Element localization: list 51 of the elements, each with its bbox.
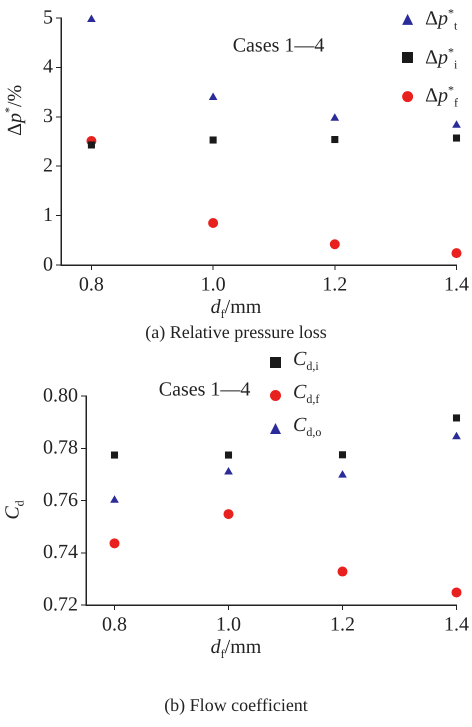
x-tick-label: 1.4 (444, 613, 469, 636)
y-tick-label: 5 (43, 6, 53, 28)
point (224, 467, 233, 475)
x-tick-label: 0.8 (102, 613, 127, 636)
point (87, 14, 96, 22)
x-tick-label: 0.8 (78, 273, 104, 296)
y-tick-label: 2 (43, 154, 53, 176)
point (452, 414, 460, 422)
point (338, 470, 347, 478)
point (208, 218, 218, 228)
text: (b) Flow coefficient (163, 695, 309, 716)
point (224, 509, 234, 520)
text: (a) Relative pressure loss (144, 322, 328, 343)
point (331, 136, 338, 144)
y-tick-label: 0 (43, 253, 53, 276)
x-tick-label: 1.0 (216, 613, 241, 636)
x-tick-label: 1.4 (444, 273, 469, 296)
point (110, 495, 119, 503)
x-axis-title: d$_{f}$/mm (210, 636, 262, 662)
point (110, 452, 118, 459)
y-tick-label: 0.74 (43, 541, 78, 563)
y-tick-label: 4 (43, 56, 53, 78)
point (452, 432, 461, 440)
annotation: Cases 1—4 (232, 34, 324, 56)
point (208, 92, 218, 100)
annotation: Cases 1—4 (158, 378, 250, 400)
y-tick-label: 1 (43, 204, 53, 226)
point (452, 587, 462, 598)
legend-label: C$_{d,f}$ (293, 381, 320, 406)
legend-label: C$_{d,o}$ (293, 414, 322, 439)
point (452, 134, 460, 142)
point (338, 451, 346, 458)
point (210, 136, 217, 144)
point (88, 141, 95, 148)
point (452, 248, 462, 258)
x-tick-label: 1.0 (200, 273, 226, 296)
legend-label: C$_{d,i}$ (293, 348, 319, 373)
point (338, 566, 348, 577)
point (452, 120, 461, 128)
y-tick-label: 3 (43, 105, 53, 128)
x-tick-label: 1.2 (330, 613, 355, 636)
point (224, 452, 232, 459)
point (110, 538, 120, 548)
x-axis-title: d$_{f}$/mm (210, 296, 262, 322)
point (330, 113, 340, 121)
y-tick-label: 0.76 (43, 488, 78, 511)
y-tick-label: 0.72 (43, 593, 78, 616)
x-tick-label: 1.2 (322, 273, 348, 296)
y-tick-label: 0.78 (43, 436, 78, 458)
y-tick-label: 0.80 (43, 384, 78, 406)
point (330, 239, 340, 250)
